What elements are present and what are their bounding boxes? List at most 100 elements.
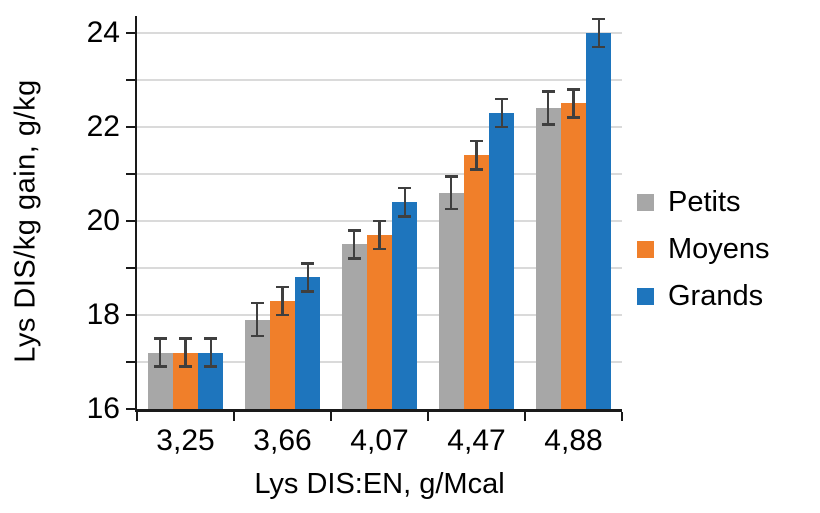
error-bar-line bbox=[158, 338, 162, 367]
error-bar-line bbox=[546, 91, 550, 125]
error-bar-cap-top bbox=[592, 17, 606, 21]
bar-grands-2 bbox=[392, 202, 418, 409]
gridline-23 bbox=[137, 79, 622, 81]
legend-label: Grands bbox=[668, 280, 764, 312]
error-bar-line bbox=[255, 303, 259, 337]
error-bar-line bbox=[449, 176, 453, 210]
legend-item-moyens: Moyens bbox=[637, 233, 770, 266]
x-tick-label-1: 3,66 bbox=[253, 424, 312, 457]
legend-label: Moyens bbox=[668, 233, 770, 265]
error-bar-cap-bottom bbox=[347, 257, 361, 260]
error-bar-cap-top bbox=[179, 337, 192, 340]
error-bar-cap-top bbox=[204, 337, 218, 340]
error-bar-line bbox=[403, 188, 407, 217]
y-tick-21 bbox=[125, 172, 135, 176]
bar-moyens-1 bbox=[269, 300, 296, 409]
y-axis-line bbox=[134, 16, 137, 412]
error-bar-cap-top bbox=[541, 90, 555, 93]
error-bar-cap-bottom bbox=[153, 365, 167, 368]
error-bar-cap-top bbox=[495, 97, 509, 101]
y-tick-22 bbox=[125, 125, 135, 129]
x-tick-3 bbox=[426, 411, 430, 421]
error-bar-cap-bottom bbox=[250, 334, 264, 338]
error-bar-cap-top bbox=[567, 88, 580, 91]
legend: Petits Moyens Grands bbox=[637, 186, 770, 327]
legend-swatch-moyens bbox=[637, 241, 654, 258]
x-tick-1 bbox=[232, 411, 236, 421]
bar-grands-3 bbox=[489, 112, 515, 409]
x-axis-title: Lys DIS:EN, g/Mcal bbox=[254, 468, 505, 500]
error-bar-cap-bottom bbox=[567, 116, 580, 119]
x-tick-label-2: 4,07 bbox=[350, 424, 409, 457]
bar-grands-4 bbox=[586, 32, 612, 409]
error-bar-cap-top bbox=[347, 229, 361, 232]
error-bar-line bbox=[184, 338, 187, 367]
error-bar-cap-top bbox=[250, 301, 264, 305]
y-tick-label-18: 18 bbox=[86, 297, 120, 331]
bar-petits-2 bbox=[341, 244, 367, 409]
error-bar-line bbox=[475, 141, 478, 170]
x-tick-4 bbox=[523, 411, 527, 421]
y-tick-20 bbox=[125, 219, 135, 223]
error-bar-line bbox=[378, 220, 381, 250]
error-bar-line bbox=[500, 98, 504, 127]
y-tick-17 bbox=[125, 360, 135, 364]
error-bar-cap-bottom bbox=[444, 207, 458, 211]
y-tick-23 bbox=[125, 78, 135, 82]
y-tick-label-16: 16 bbox=[86, 392, 120, 425]
error-bar-cap-bottom bbox=[301, 290, 315, 293]
y-tick-16 bbox=[125, 407, 135, 411]
error-bar-cap-top bbox=[153, 337, 167, 340]
legend-swatch-grands bbox=[637, 288, 654, 305]
error-bar-cap-top bbox=[301, 262, 315, 265]
error-bar-line bbox=[352, 230, 356, 259]
gridline-24 bbox=[137, 32, 622, 34]
error-bar-line bbox=[306, 263, 310, 292]
error-bar-cap-bottom bbox=[179, 365, 192, 368]
y-axis-title: Lys DIS/kg gain, g/kg bbox=[9, 79, 42, 363]
x-tick-2 bbox=[329, 411, 333, 421]
error-bar-cap-top bbox=[373, 219, 386, 223]
bar-petits-3 bbox=[438, 192, 464, 409]
error-bar-cap-top bbox=[444, 175, 458, 178]
x-tick-label-3: 4,47 bbox=[447, 424, 506, 457]
error-bar-line bbox=[281, 286, 284, 315]
error-bar-line bbox=[572, 89, 575, 118]
x-tick-5 bbox=[620, 411, 624, 421]
error-bar-cap-bottom bbox=[398, 215, 412, 218]
error-bar-cap-bottom bbox=[470, 168, 483, 171]
legend-swatch-petits bbox=[637, 194, 654, 211]
error-bar-cap-bottom bbox=[204, 365, 218, 368]
error-bar-line bbox=[597, 18, 601, 48]
error-bar-cap-bottom bbox=[276, 313, 289, 317]
gridline-22 bbox=[137, 126, 622, 128]
bar-petits-4 bbox=[535, 108, 561, 409]
y-tick-18 bbox=[125, 313, 135, 317]
legend-item-grands: Grands bbox=[637, 280, 770, 313]
y-tick-label-20: 20 bbox=[86, 203, 120, 237]
error-bar-cap-bottom bbox=[592, 45, 606, 49]
x-tick-label-4: 4,88 bbox=[544, 424, 603, 457]
x-tick-0 bbox=[135, 411, 139, 421]
error-bar-cap-bottom bbox=[373, 247, 386, 251]
y-tick-label-22: 22 bbox=[86, 109, 120, 143]
y-tick-label-24: 24 bbox=[86, 15, 120, 49]
error-bar-cap-bottom bbox=[495, 125, 509, 129]
bar-moyens-4 bbox=[560, 103, 587, 409]
error-bar-line bbox=[209, 338, 213, 367]
bar-moyens-3 bbox=[463, 155, 490, 409]
bar-grands-1 bbox=[295, 277, 321, 409]
error-bar-cap-top bbox=[398, 186, 412, 190]
y-tick-19 bbox=[125, 266, 135, 270]
x-tick-label-0: 3,25 bbox=[156, 424, 215, 457]
legend-label: Petits bbox=[668, 186, 741, 218]
error-bar-cap-top bbox=[276, 285, 289, 289]
bar-moyens-2 bbox=[366, 235, 393, 409]
legend-item-petits: Petits bbox=[637, 186, 770, 219]
gridline-21 bbox=[137, 173, 622, 175]
y-tick-24 bbox=[125, 31, 135, 35]
error-bar-cap-top bbox=[470, 139, 483, 143]
error-bar-cap-bottom bbox=[541, 123, 555, 126]
x-axis-line bbox=[134, 409, 622, 412]
